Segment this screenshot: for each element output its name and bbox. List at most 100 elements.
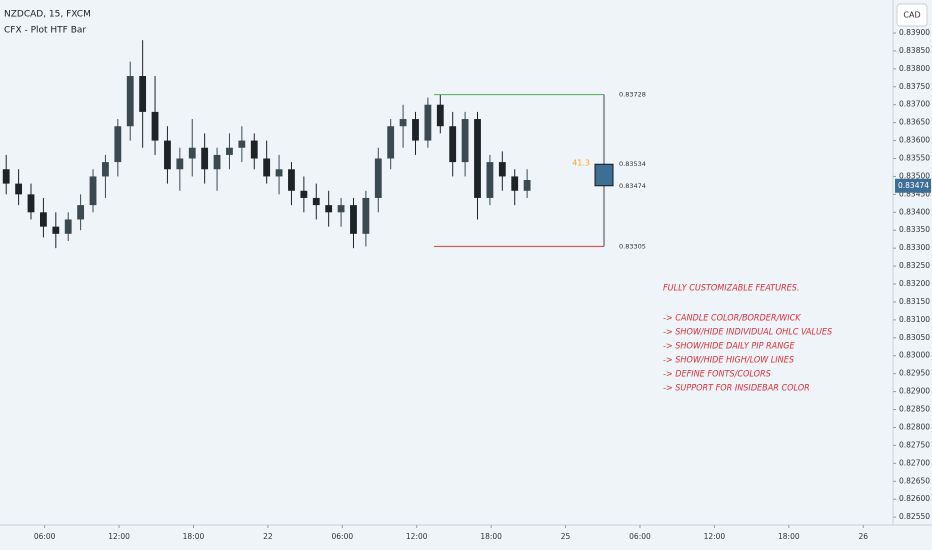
candle-body <box>39 212 47 227</box>
candle-body <box>27 194 35 213</box>
x-tick-label: 18:00 <box>480 532 502 541</box>
candle-body <box>498 162 506 177</box>
candle-body <box>114 126 122 163</box>
y-tick-label: 0.83550 <box>899 154 930 163</box>
symbol-title: NZDCAD, 15, FXCM <box>4 10 91 20</box>
y-tick-label: 0.83850 <box>899 46 930 55</box>
candle-body <box>288 169 295 191</box>
feature-text: -> SUPPORT FOR INSIDEBAR COLOR <box>663 384 810 394</box>
y-tick-label: 0.82900 <box>899 387 930 396</box>
candle-body <box>226 147 233 155</box>
candle-body <box>436 104 444 127</box>
y-tick-label: 0.83350 <box>899 225 930 234</box>
candle-body <box>474 119 481 198</box>
last-price-label: 0.83474 <box>898 181 929 190</box>
htf-close-label: 0.83474 <box>619 182 646 190</box>
y-tick-label: 0.82700 <box>899 458 930 467</box>
y-tick-label: 0.82550 <box>899 512 930 521</box>
y-tick-label: 0.82800 <box>899 422 930 431</box>
currency-label[interactable]: CAD <box>903 11 920 20</box>
y-tick-label: 0.83050 <box>899 333 930 342</box>
candle-body <box>164 140 171 170</box>
candle-body <box>350 205 357 234</box>
candle-body <box>511 176 519 191</box>
candle-body <box>102 162 109 177</box>
y-tick-label: 0.83650 <box>899 118 930 127</box>
x-tick-label: 22 <box>263 532 273 541</box>
x-tick-label: 12:00 <box>704 532 726 541</box>
candle-body <box>64 219 72 234</box>
feature-text: -> SHOW/HIDE INDIVIDUAL OHLC VALUES <box>663 328 832 338</box>
candle-body <box>238 140 246 148</box>
htf-bar <box>594 163 614 187</box>
htf-open-label: 0.83534 <box>619 160 646 168</box>
currency-button[interactable] <box>896 3 928 27</box>
candle-body <box>312 197 320 206</box>
candle-body <box>399 119 407 127</box>
candle-body <box>300 190 308 198</box>
candle-body <box>263 158 271 177</box>
y-tick-label: 0.83000 <box>899 351 930 360</box>
htf-low-label: 0.83305 <box>619 242 646 250</box>
y-tick-label: 0.83900 <box>899 28 930 37</box>
candle-body <box>89 176 97 206</box>
y-tick-label: 0.82750 <box>899 440 930 449</box>
candle-body <box>213 154 221 170</box>
y-tick-label: 0.83150 <box>899 297 930 306</box>
candle-body <box>362 197 370 234</box>
feature-text: -> CANDLE COLOR/BORDER/WICK <box>663 314 801 324</box>
candle-body <box>2 169 10 184</box>
y-tick-label: 0.83250 <box>899 261 930 270</box>
feature-text: -> SHOW/HIDE DAILY PIP RANGE <box>663 342 796 352</box>
x-tick-label: 06:00 <box>34 532 56 541</box>
candle-body <box>126 76 134 127</box>
y-tick-label: 0.82650 <box>899 476 930 485</box>
candle-body <box>412 119 419 141</box>
feature-text: -> DEFINE FONTS/COLORS <box>663 370 771 380</box>
candle-body <box>139 76 147 112</box>
y-tick-label: 0.83700 <box>899 100 930 109</box>
x-tick-label: 18:00 <box>778 532 800 541</box>
indicator-name: CFX - Plot HTF Bar <box>4 26 86 36</box>
candle-body <box>387 126 395 159</box>
x-tick-label: 06:00 <box>332 532 354 541</box>
y-tick-label: 0.83450 <box>899 189 930 198</box>
candle-body <box>449 126 457 163</box>
x-tick-label: 12:00 <box>406 532 428 541</box>
y-tick-label: 0.83800 <box>899 64 930 73</box>
pip-range-label: 41.3 <box>572 159 590 168</box>
x-tick-label: 06:00 <box>629 532 651 541</box>
y-tick-label: 0.83300 <box>899 243 930 252</box>
candle-body <box>151 111 159 141</box>
candle-body <box>523 180 531 191</box>
feature-text: -> SHOW/HIDE HIGH/LOW LINES <box>663 356 794 366</box>
candle-body <box>52 226 60 234</box>
y-tick-label: 0.83600 <box>899 136 930 145</box>
candle-body <box>275 169 283 177</box>
candle-body <box>15 183 23 195</box>
candle-body <box>461 119 469 163</box>
x-tick-label: 25 <box>561 532 571 541</box>
y-tick-label: 0.82600 <box>899 494 930 503</box>
candle-body <box>325 205 333 213</box>
candle-body <box>374 158 382 198</box>
htf-high-label: 0.83728 <box>619 91 646 99</box>
x-tick-label: 12:00 <box>108 532 130 541</box>
feature-text: FULLY CUSTOMIZABLE FEATURES. <box>663 284 800 294</box>
candle-body <box>337 205 345 213</box>
y-tick-label: 0.82950 <box>899 369 930 378</box>
y-tick-label: 0.83500 <box>899 171 930 180</box>
last-price-box <box>895 178 931 193</box>
candle-body <box>250 140 258 159</box>
x-tick-label: 26 <box>858 532 868 541</box>
candle-body <box>424 104 432 141</box>
candle-body <box>201 147 209 170</box>
x-tick-label: 18:00 <box>183 532 205 541</box>
candle-body <box>188 147 196 159</box>
y-tick-label: 0.83400 <box>899 207 930 216</box>
candle-body <box>486 162 494 198</box>
y-tick-label: 0.83750 <box>899 82 930 91</box>
y-tick-label: 0.83100 <box>899 315 930 324</box>
